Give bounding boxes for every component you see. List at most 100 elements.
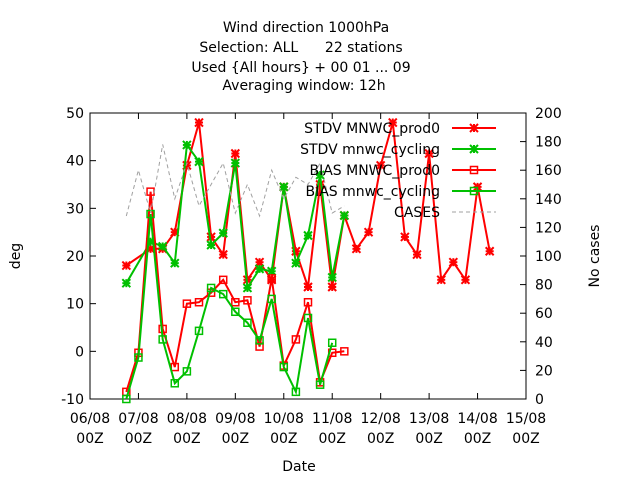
x-tick-label-date: 08/08: [167, 411, 207, 427]
square-marker: [255, 342, 264, 351]
x-tick-label-hour: 00Z: [125, 431, 152, 447]
series-3: [122, 209, 337, 404]
square-marker: [134, 353, 143, 362]
star-marker-d2: [469, 123, 479, 133]
x-tick-label-hour: 00Z: [415, 431, 442, 447]
star-marker-d2: [279, 182, 289, 192]
star-marker-d2: [291, 246, 301, 256]
y2-tick-label: 0: [535, 392, 544, 408]
series-line: [125, 144, 345, 218]
x-tick-label-date: 10/08: [264, 411, 304, 427]
legend-label: CASES: [394, 205, 440, 221]
star-marker-d2: [400, 232, 410, 242]
x-tick-label-date: 13/08: [409, 411, 449, 427]
star-marker-d2: [448, 257, 459, 267]
x-tick-label-date: 11/08: [312, 411, 352, 427]
y-tick-label: 30: [66, 201, 84, 217]
star-marker-d2: [436, 275, 446, 285]
y2-tick-label: 60: [535, 306, 553, 322]
square-marker: [122, 394, 131, 404]
star-marker-d2: [218, 249, 228, 260]
square-marker: [291, 387, 301, 397]
star-marker-d2: [303, 230, 313, 241]
star-marker-d2: [327, 282, 337, 292]
series-line: [125, 122, 491, 288]
square-marker: [218, 275, 228, 285]
star-marker-d2: [363, 227, 374, 237]
star-marker-d2: [424, 148, 434, 159]
y2-axis-label: No cases: [587, 225, 603, 288]
star-marker-d2: [412, 249, 422, 260]
star-marker-d2: [242, 283, 253, 293]
star-marker-d2: [230, 158, 241, 168]
y-tick-label: 0: [75, 344, 84, 360]
x-tick-label-date: 14/08: [457, 411, 497, 427]
legend: STDV MNWC_prod0 STDV mnwc_cycling BIAS MNW…: [300, 121, 496, 221]
y-tick-label: 40: [66, 154, 84, 170]
star-marker-d2: [327, 272, 337, 283]
square-marker: [206, 283, 216, 293]
star-marker-d2: [291, 258, 301, 268]
star-marker-d2: [460, 275, 471, 285]
square-marker: [303, 313, 313, 323]
square-marker: [243, 318, 252, 327]
x-tick-label-hour: 00Z: [319, 431, 346, 447]
chart-title-line-3: Used {All hours} + 00 01 ... 09: [191, 60, 410, 76]
y-tick-label: -10: [61, 392, 84, 408]
star-marker-d2: [230, 148, 241, 159]
x-tick-label-hour: 00Z: [464, 431, 491, 447]
square-marker: [194, 297, 204, 307]
square-marker: [315, 380, 325, 389]
star-marker-d2: [182, 140, 192, 150]
y-axis-label: deg: [8, 243, 24, 269]
x-tick-label-hour: 00Z: [222, 431, 249, 447]
star-marker-d2: [157, 241, 168, 252]
x-tick-label-hour: 00Z: [76, 431, 103, 447]
y2-tick-label: 120: [535, 220, 562, 236]
square-marker: [182, 299, 192, 308]
square-marker: [469, 186, 479, 196]
chart-title: Wind direction 1000hPa Selection: ALL 22…: [191, 20, 410, 94]
chart-title-line-4: Averaging window: 12h: [222, 78, 385, 94]
chart-title-line-1: Wind direction 1000hPa: [223, 20, 389, 36]
y2-tick-label: 200: [535, 106, 562, 122]
y2-tick-label: 80: [535, 278, 553, 294]
square-marker: [327, 338, 337, 348]
star-marker-d2: [484, 246, 495, 256]
star-marker-d2: [266, 266, 277, 276]
x-tick-label-date: 09/08: [215, 411, 255, 427]
star-marker-d2: [170, 258, 180, 268]
x-tick-label-hour: 00Z: [512, 431, 539, 447]
x-tick-label-hour: 00Z: [173, 431, 200, 447]
y2-tick-label: 20: [535, 363, 553, 379]
x-tick-label-date: 06/08: [70, 411, 110, 427]
y2-tick-label: 40: [535, 335, 553, 351]
star-marker-d2: [351, 244, 362, 254]
x-tick-label-date: 15/08: [506, 411, 546, 427]
square-marker: [340, 347, 349, 356]
y2-tick-label: 100: [535, 249, 562, 265]
star-marker-d2: [254, 264, 265, 274]
star-marker-d2: [194, 156, 204, 167]
x-axis-label: Date: [282, 459, 315, 475]
square-marker: [303, 297, 313, 307]
y-tick-label: 20: [66, 249, 84, 265]
legend-label: STDV mnwc_cycling: [300, 142, 440, 158]
y2-tick-label: 180: [535, 135, 562, 151]
star-marker-d2: [218, 228, 228, 238]
x-tick-label-hour: 00Z: [270, 431, 297, 447]
axes: -10 0 10 20 30 40 50 0 20 40 60 80 100 120 140 160 180 20…: [61, 106, 562, 447]
square-marker: [231, 307, 240, 317]
x-tick-label-date: 12/08: [360, 411, 400, 427]
star-marker-d2: [375, 160, 386, 171]
square-marker: [267, 294, 276, 304]
square-marker: [231, 297, 240, 307]
y-tick-label: 10: [66, 297, 84, 313]
square-marker: [170, 379, 180, 388]
square-marker: [267, 274, 276, 283]
square-marker: [291, 335, 301, 344]
square-marker: [182, 367, 192, 376]
series-line: [125, 191, 345, 393]
series-4: [125, 144, 345, 218]
